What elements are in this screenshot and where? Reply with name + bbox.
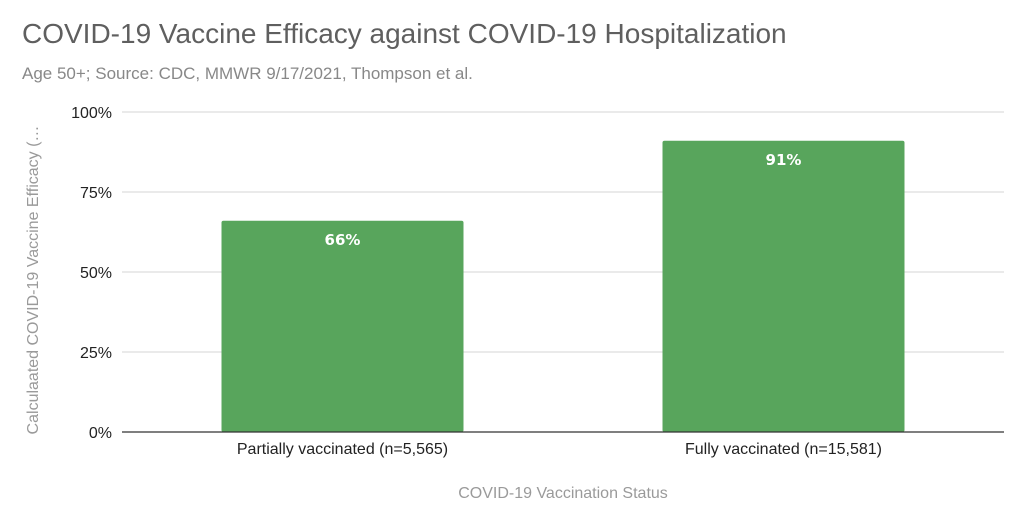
data-label: 66% bbox=[325, 231, 361, 249]
chart-title: COVID-19 Vaccine Efficacy against COVID-… bbox=[22, 18, 787, 49]
x-axis-title: COVID-19 Vaccination Status bbox=[458, 485, 668, 502]
y-tick-label: 25% bbox=[80, 345, 112, 362]
x-tick-label: Partially vaccinated (n=5,565) bbox=[237, 441, 448, 458]
chart-subtitle: Age 50+; Source: CDC, MMWR 9/17/2021, Th… bbox=[22, 64, 473, 83]
x-tick-label: Fully vaccinated (n=15,581) bbox=[685, 441, 882, 458]
y-tick-label: 100% bbox=[71, 105, 112, 122]
bars: 66% 91% bbox=[221, 140, 905, 433]
axes: 0% 25% 50% 75% 100% Partially vaccinated (n=5… bbox=[71, 105, 1004, 458]
bar bbox=[662, 140, 905, 433]
bar bbox=[221, 220, 464, 432]
y-tick-label: 0% bbox=[89, 425, 112, 442]
data-label: 91% bbox=[766, 151, 802, 169]
y-tick-label: 50% bbox=[80, 265, 112, 282]
y-tick-label: 75% bbox=[80, 185, 112, 202]
y-axis-title: Calculaated COVID-19 Vaccine Efficacy (… bbox=[25, 126, 42, 435]
